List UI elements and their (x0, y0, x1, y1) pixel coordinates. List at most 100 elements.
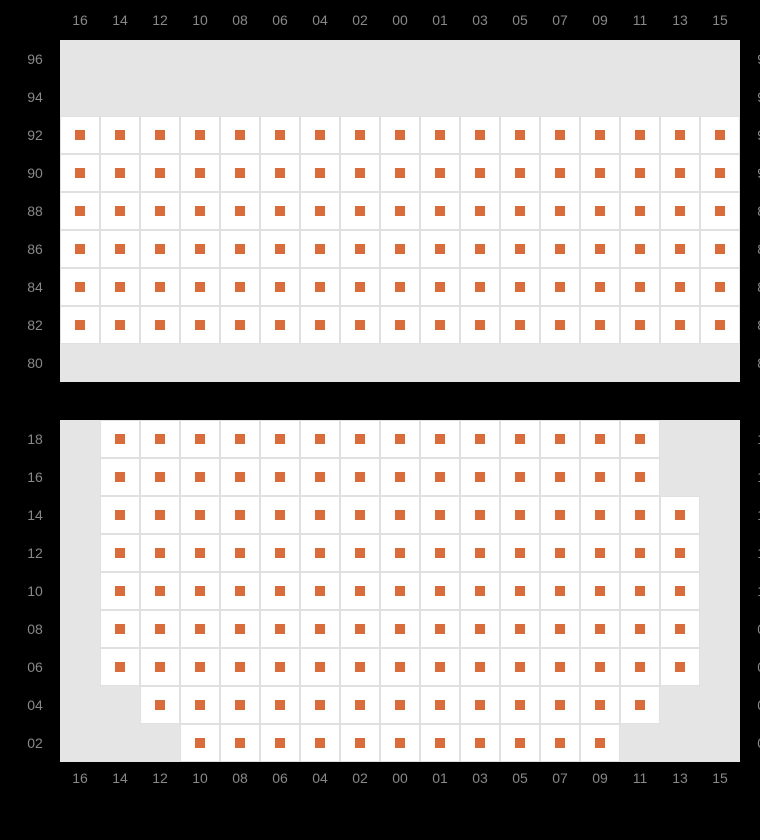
seat-cell[interactable] (660, 154, 700, 192)
seat-cell[interactable] (540, 496, 580, 534)
seat-cell[interactable] (220, 306, 260, 344)
seat-cell[interactable] (500, 154, 540, 192)
seat-cell[interactable] (340, 686, 380, 724)
seat-cell[interactable] (540, 268, 580, 306)
seat-cell[interactable] (140, 648, 180, 686)
seat-cell[interactable] (340, 268, 380, 306)
seat-cell[interactable] (540, 686, 580, 724)
seat-cell[interactable] (300, 192, 340, 230)
seat-cell[interactable] (540, 458, 580, 496)
seat-cell[interactable] (580, 610, 620, 648)
seat-cell[interactable] (580, 230, 620, 268)
seat-cell[interactable] (340, 458, 380, 496)
seat-cell[interactable] (340, 192, 380, 230)
seat-cell[interactable] (380, 610, 420, 648)
seat-cell[interactable] (300, 230, 340, 268)
seat-cell[interactable] (660, 534, 700, 572)
seat-cell[interactable] (60, 154, 100, 192)
seat-cell[interactable] (580, 192, 620, 230)
seat-cell[interactable] (220, 496, 260, 534)
seat-cell[interactable] (380, 648, 420, 686)
seat-cell[interactable] (500, 192, 540, 230)
seat-cell[interactable] (140, 154, 180, 192)
seat-cell[interactable] (620, 268, 660, 306)
seat-cell[interactable] (460, 458, 500, 496)
seat-cell[interactable] (340, 534, 380, 572)
seat-cell[interactable] (580, 724, 620, 762)
seat-cell[interactable] (540, 610, 580, 648)
seat-cell[interactable] (620, 420, 660, 458)
seat-cell[interactable] (460, 724, 500, 762)
seat-cell[interactable] (300, 610, 340, 648)
seat-cell[interactable] (60, 268, 100, 306)
seat-cell[interactable] (500, 306, 540, 344)
seat-cell[interactable] (340, 610, 380, 648)
seat-cell[interactable] (500, 268, 540, 306)
seat-cell[interactable] (660, 572, 700, 610)
seat-cell[interactable] (100, 116, 140, 154)
seat-cell[interactable] (540, 534, 580, 572)
seat-cell[interactable] (220, 610, 260, 648)
seat-cell[interactable] (180, 648, 220, 686)
seat-cell[interactable] (140, 686, 180, 724)
seat-cell[interactable] (180, 572, 220, 610)
seat-cell[interactable] (380, 458, 420, 496)
seat-cell[interactable] (700, 192, 740, 230)
seat-cell[interactable] (140, 534, 180, 572)
seat-cell[interactable] (700, 230, 740, 268)
seat-cell[interactable] (220, 420, 260, 458)
seat-cell[interactable] (100, 306, 140, 344)
seat-cell[interactable] (420, 572, 460, 610)
seat-cell[interactable] (460, 686, 500, 724)
seat-cell[interactable] (100, 230, 140, 268)
seat-cell[interactable] (60, 306, 100, 344)
seat-cell[interactable] (220, 572, 260, 610)
seat-cell[interactable] (260, 724, 300, 762)
seat-cell[interactable] (260, 686, 300, 724)
seat-cell[interactable] (500, 116, 540, 154)
seat-cell[interactable] (380, 230, 420, 268)
seat-cell[interactable] (300, 572, 340, 610)
seat-cell[interactable] (540, 230, 580, 268)
seat-cell[interactable] (460, 306, 500, 344)
seat-cell[interactable] (180, 686, 220, 724)
seat-cell[interactable] (340, 116, 380, 154)
seat-cell[interactable] (460, 572, 500, 610)
seat-cell[interactable] (260, 230, 300, 268)
seat-cell[interactable] (140, 420, 180, 458)
seat-cell[interactable] (540, 648, 580, 686)
seat-cell[interactable] (340, 154, 380, 192)
seat-cell[interactable] (620, 686, 660, 724)
seat-cell[interactable] (260, 458, 300, 496)
seat-cell[interactable] (500, 724, 540, 762)
seat-cell[interactable] (620, 534, 660, 572)
seat-cell[interactable] (260, 154, 300, 192)
seat-cell[interactable] (660, 192, 700, 230)
seat-cell[interactable] (180, 230, 220, 268)
seat-cell[interactable] (180, 192, 220, 230)
seat-cell[interactable] (180, 306, 220, 344)
seat-cell[interactable] (260, 268, 300, 306)
seat-cell[interactable] (620, 648, 660, 686)
seat-cell[interactable] (380, 192, 420, 230)
seat-cell[interactable] (580, 116, 620, 154)
seat-cell[interactable] (260, 648, 300, 686)
seat-cell[interactable] (300, 420, 340, 458)
seat-cell[interactable] (380, 306, 420, 344)
seat-cell[interactable] (620, 572, 660, 610)
seat-cell[interactable] (420, 496, 460, 534)
seat-cell[interactable] (580, 572, 620, 610)
seat-cell[interactable] (540, 724, 580, 762)
seat-cell[interactable] (100, 648, 140, 686)
seat-cell[interactable] (180, 610, 220, 648)
seat-cell[interactable] (580, 648, 620, 686)
seat-cell[interactable] (620, 458, 660, 496)
seat-cell[interactable] (580, 458, 620, 496)
seat-cell[interactable] (260, 420, 300, 458)
seat-cell[interactable] (420, 154, 460, 192)
seat-cell[interactable] (100, 610, 140, 648)
seat-cell[interactable] (420, 268, 460, 306)
seat-cell[interactable] (420, 534, 460, 572)
seat-cell[interactable] (580, 154, 620, 192)
seat-cell[interactable] (380, 686, 420, 724)
